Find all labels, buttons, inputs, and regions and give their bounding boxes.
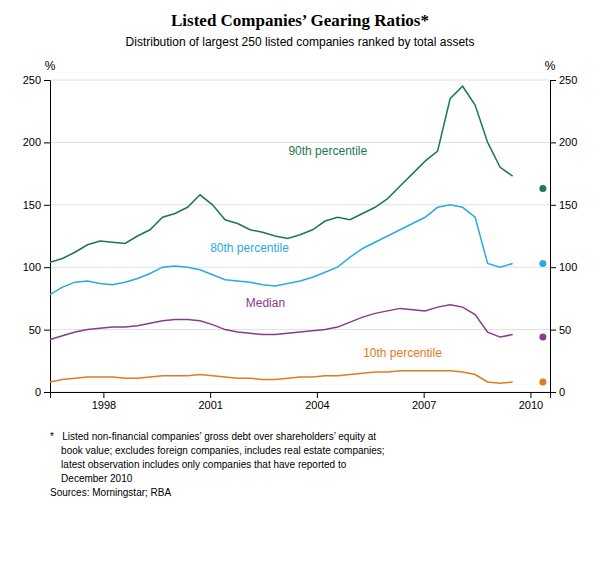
tick-label: 2010 xyxy=(519,399,543,411)
tick-label: 200 xyxy=(23,136,41,148)
tick: 150 xyxy=(550,199,577,211)
point xyxy=(539,260,546,267)
grid-line xyxy=(50,142,550,143)
line xyxy=(50,205,513,295)
annotation: 80th percentile xyxy=(210,241,289,255)
tick-mark xyxy=(530,392,531,398)
tick-label: 2004 xyxy=(305,399,329,411)
tick: 50 xyxy=(550,324,571,336)
chart: Listed Companies’ Gearing Ratios* Distrib… xyxy=(0,0,600,561)
tick: 100 xyxy=(23,261,50,273)
tick: 250 xyxy=(550,74,577,86)
tick: 250 xyxy=(23,74,50,86)
tick: 100 xyxy=(550,261,577,273)
grid xyxy=(50,80,550,392)
tick: 0 xyxy=(550,386,565,398)
tick-mark xyxy=(550,142,556,143)
grid-line xyxy=(50,267,550,268)
tick-mark xyxy=(550,205,556,206)
tick-label: 200 xyxy=(559,136,577,148)
annotation: 10th percentile xyxy=(363,346,442,360)
axis-line xyxy=(44,81,51,393)
tick-label: 50 xyxy=(29,324,41,336)
tick: 1998 xyxy=(92,392,116,411)
tick-mark xyxy=(44,267,50,268)
tick: 2004 xyxy=(305,392,329,411)
axis-line xyxy=(51,393,551,399)
tick-label: 50 xyxy=(559,324,571,336)
tick-label: 250 xyxy=(23,74,41,86)
footnote: book value; excludes foreign companies, … xyxy=(50,445,385,456)
tick-label: 1998 xyxy=(92,399,116,411)
tick-mark xyxy=(550,80,556,81)
tick-mark xyxy=(550,267,556,268)
title: Listed Companies’ Gearing Ratios* xyxy=(171,11,429,30)
annotation: 90th percentile xyxy=(288,144,367,158)
tick: 2010 xyxy=(519,392,543,411)
tick-label: 100 xyxy=(559,261,577,273)
tick-label: 0 xyxy=(35,386,41,398)
tick-mark xyxy=(317,392,318,398)
point xyxy=(539,185,546,192)
point xyxy=(539,379,546,386)
tick-mark xyxy=(44,392,50,393)
tick: 200 xyxy=(23,136,50,148)
subtitle: Distribution of largest 250 listed compa… xyxy=(126,35,475,49)
footnotes: * Listed non-financial companies’ gross … xyxy=(50,431,385,498)
point xyxy=(539,334,546,341)
tick-label: 150 xyxy=(23,199,41,211)
axis: 0 50 100 150 200 250 xyxy=(550,74,577,398)
tick-label: 250 xyxy=(559,74,577,86)
line xyxy=(50,371,513,383)
tick: 2007 xyxy=(412,392,436,411)
tick-mark xyxy=(44,205,50,206)
axis-title: % xyxy=(545,59,556,73)
tick-label: 0 xyxy=(559,386,565,398)
tick-mark xyxy=(44,330,50,331)
tick-mark xyxy=(44,80,50,81)
line xyxy=(50,86,513,262)
tick-mark xyxy=(210,392,211,398)
tick-label: 150 xyxy=(559,199,577,211)
grid-line xyxy=(50,80,550,81)
axis: 0 50 100 150 200 250 xyxy=(23,74,51,398)
annotations: 90th percentile 80th percentile Median 10th… xyxy=(210,144,442,360)
source: Sources: Morningstar; RBA xyxy=(50,487,171,498)
plot-area xyxy=(50,86,546,385)
tick: 50 xyxy=(29,324,50,336)
tick-mark xyxy=(550,392,556,393)
tick: 150 xyxy=(23,199,50,211)
tick: 0 xyxy=(35,386,50,398)
tick-mark xyxy=(424,392,425,398)
tick-mark xyxy=(44,142,50,143)
tick-mark xyxy=(550,330,556,331)
tick: 2001 xyxy=(198,392,222,411)
axis: 1998 2001 2004 2007 2010 xyxy=(51,392,551,411)
tick-label: 2007 xyxy=(412,399,436,411)
tick-mark xyxy=(103,392,104,398)
footnote: latest observation includes only compani… xyxy=(50,459,347,470)
grid-line xyxy=(50,204,550,205)
grid-line xyxy=(50,329,550,330)
axis-title: % xyxy=(45,59,56,73)
tick-label: 2001 xyxy=(198,399,222,411)
footnote: December 2010 xyxy=(50,473,133,484)
tick: 200 xyxy=(550,136,577,148)
tick-label: 100 xyxy=(23,261,41,273)
axis-line xyxy=(551,81,557,393)
annotation: Median xyxy=(246,296,285,310)
footnote: * Listed non-financial companies’ gross … xyxy=(50,431,376,442)
